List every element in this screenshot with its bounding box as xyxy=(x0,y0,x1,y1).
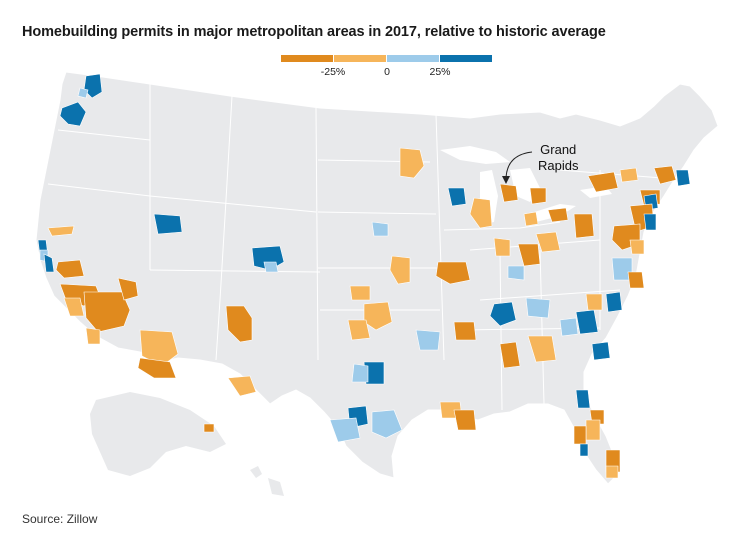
metro-area-below xyxy=(347,319,371,341)
metro-area-above xyxy=(371,221,389,237)
metro-area-strong-below xyxy=(137,357,177,379)
metro-area-strong-below xyxy=(573,425,587,445)
annotation-arrowhead xyxy=(502,176,510,184)
metro-area-below xyxy=(619,167,639,183)
metro-area-below xyxy=(469,197,493,229)
metro-area-below xyxy=(399,147,425,179)
metro-area-strong-above xyxy=(83,73,103,99)
metro-area-strong-above xyxy=(489,301,517,327)
alaska xyxy=(90,392,226,476)
metro-area-strong-below xyxy=(573,213,595,239)
metro-area-above xyxy=(525,297,551,319)
metro-areas xyxy=(37,73,691,479)
metro-area-strong-below xyxy=(435,261,471,285)
metro-area-above xyxy=(371,409,403,439)
metro-area-strong-below xyxy=(117,277,139,301)
metro-area-strong-below xyxy=(547,207,569,223)
metro-area-strong-above xyxy=(59,101,87,127)
metro-area-strong-below xyxy=(627,271,645,289)
metro-area-strong-below xyxy=(453,409,477,431)
metro-area-below xyxy=(535,231,561,253)
metro-area-strong-above xyxy=(447,187,467,207)
metro-area-strong-below xyxy=(653,165,677,185)
metro-area-strong-below xyxy=(55,259,85,279)
metro-area-strong-above xyxy=(579,443,589,457)
metro-area-below xyxy=(85,327,101,345)
metro-area-below xyxy=(227,375,257,397)
metro-area-above xyxy=(559,317,579,337)
metro-area-strong-above xyxy=(675,169,691,187)
metro-area-above xyxy=(77,87,89,99)
metro-area-strong-below xyxy=(499,183,519,203)
metro-area-strong-below xyxy=(203,423,215,433)
metro-area-above xyxy=(507,265,525,281)
metro-area-strong-below xyxy=(529,187,547,205)
metro-area-strong-below xyxy=(453,321,477,341)
metro-area-strong-above xyxy=(605,291,623,313)
metro-area-above xyxy=(351,363,369,383)
metro-area-above xyxy=(263,261,279,273)
metro-area-below xyxy=(389,255,411,285)
metro-area-below xyxy=(629,239,645,255)
chart-title: Homebuilding permits in major metropolit… xyxy=(22,24,606,40)
metro-area-strong-above xyxy=(575,309,599,335)
metro-area-strong-below xyxy=(517,243,541,267)
metro-area-strong-above xyxy=(643,213,657,231)
metro-area-strong-below xyxy=(225,305,253,343)
metro-area-below xyxy=(349,285,371,301)
metro-area-below xyxy=(363,301,393,331)
metro-area-below xyxy=(605,465,619,479)
annotation-line2: Rapids xyxy=(538,158,579,173)
metro-area-below xyxy=(523,211,539,227)
annotation-grand-rapids: Grand Rapids xyxy=(538,142,578,174)
metro-area-strong-above xyxy=(153,213,183,235)
metro-area-below xyxy=(493,237,511,257)
metro-area-below xyxy=(63,297,85,317)
metro-area-strong-above xyxy=(43,253,55,273)
metro-area-below xyxy=(527,335,557,363)
metro-area-above xyxy=(329,417,361,443)
metro-area-above xyxy=(415,329,441,351)
metro-area-strong-below xyxy=(587,171,619,193)
metro-area-strong-below xyxy=(499,341,521,369)
source-note: Source: Zillow xyxy=(22,512,98,526)
metro-area-strong-above xyxy=(575,389,591,409)
hawaii xyxy=(250,466,284,496)
metro-area-below xyxy=(585,293,603,311)
annotation-line1: Grand xyxy=(540,142,577,157)
metro-area-below xyxy=(47,225,75,237)
metro-area-below xyxy=(139,329,179,367)
lake-superior xyxy=(440,146,510,164)
metro-area-strong-above xyxy=(591,341,611,361)
state-borders xyxy=(47,84,663,411)
metro-area-below xyxy=(585,419,601,441)
